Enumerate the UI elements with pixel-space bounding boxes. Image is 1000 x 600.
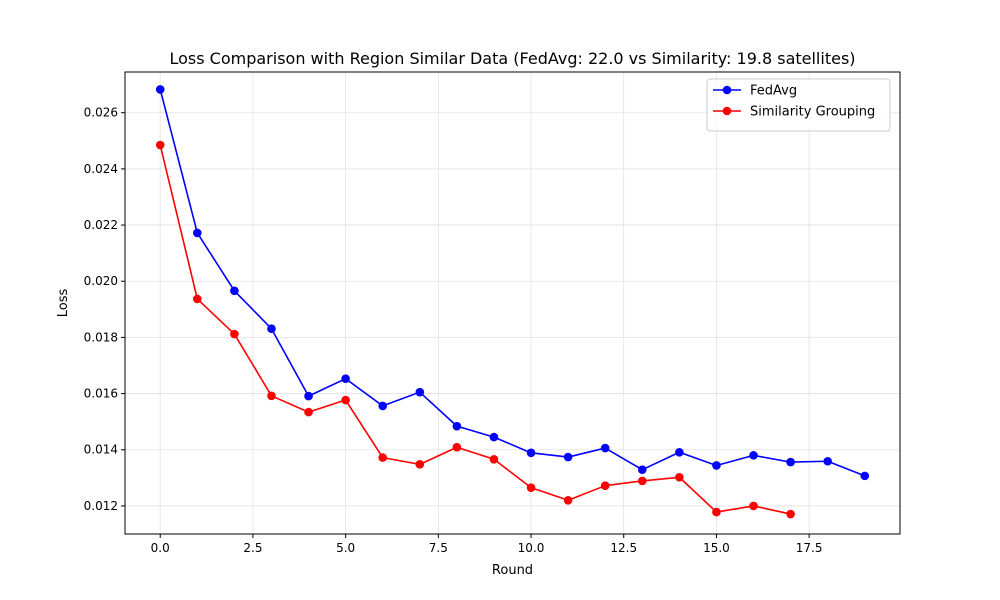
- data-point-similarity-grouping: [452, 442, 462, 452]
- legend-label-fedavg: FedAvg: [750, 84, 797, 99]
- data-point-similarity-grouping: [786, 509, 795, 519]
- data-point-fedavg: [637, 465, 647, 474]
- series-line-fedavg: [159, 89, 866, 477]
- y-tick-label: 0.012: [84, 499, 118, 513]
- data-point-similarity-grouping: [304, 407, 313, 417]
- data-point-fedavg: [155, 85, 165, 94]
- data-point-fedavg: [452, 421, 462, 431]
- data-point-similarity-grouping: [341, 395, 350, 405]
- data-point-fedavg: [526, 448, 536, 458]
- y-tick-label: 0.016: [84, 387, 118, 401]
- data-point-similarity-grouping: [489, 454, 499, 464]
- legend-label-similarity-grouping: Similarity Grouping: [750, 105, 875, 120]
- x-tick-label: 7.5: [429, 541, 448, 555]
- data-point-fedavg: [415, 387, 425, 397]
- legend-marker-fedavg: [722, 85, 732, 95]
- y-tick-label: 0.026: [84, 106, 118, 120]
- data-point-similarity-grouping: [563, 495, 573, 505]
- x-tick-label: 2.5: [243, 541, 262, 555]
- data-point-fedavg: [193, 228, 202, 238]
- data-point-fedavg: [860, 471, 870, 481]
- data-point-similarity-grouping: [675, 472, 684, 482]
- data-point-fedavg: [600, 443, 610, 453]
- data-point-similarity-grouping: [378, 453, 388, 462]
- y-tick-label: 0.018: [84, 330, 118, 344]
- legend-box: [706, 78, 891, 132]
- data-point-similarity-grouping: [712, 507, 721, 517]
- chart-title: Loss Comparison with Region Similar Data…: [169, 49, 855, 68]
- y-tick-label: 0.020: [84, 274, 118, 288]
- data-point-fedavg: [563, 452, 573, 462]
- data-point-fedavg: [712, 461, 721, 470]
- data-point-fedavg: [823, 456, 832, 466]
- data-point-similarity-grouping: [600, 481, 610, 490]
- series-fedavg: [155, 85, 870, 481]
- x-axis-label: Round: [492, 563, 533, 578]
- grid: [125, 72, 900, 534]
- data-point-similarity-grouping: [230, 329, 239, 339]
- data-point-similarity-grouping: [526, 483, 536, 492]
- ticks: 0.0 2.5 5.0 7.5 10.0 12.5 15.0 17.5 0.012 0.014 0.…: [84, 106, 823, 555]
- data-point-fedavg: [749, 451, 758, 460]
- data-point-fedavg: [675, 447, 684, 457]
- data-point-similarity-grouping: [637, 476, 647, 486]
- series-layer: [155, 85, 870, 519]
- data-point-fedavg: [304, 391, 313, 401]
- axes-frame: [124, 71, 901, 535]
- data-point-fedavg: [489, 432, 499, 442]
- x-tick-label: 10.0: [518, 541, 545, 555]
- y-axis-label: Loss: [56, 289, 71, 318]
- data-point-fedavg: [341, 374, 350, 383]
- series-similarity-grouping: [155, 140, 795, 519]
- x-tick-label: 12.5: [610, 541, 637, 555]
- y-tick-label: 0.014: [84, 443, 118, 457]
- y-tick-label: 0.022: [84, 218, 118, 232]
- data-point-similarity-grouping: [749, 501, 758, 511]
- data-point-similarity-grouping: [415, 460, 425, 469]
- data-point-similarity-grouping: [193, 294, 202, 304]
- legend-marker-similarity-grouping: [722, 106, 732, 116]
- y-tick-label: 0.024: [84, 162, 118, 176]
- legend: FedAvg Similarity Grouping: [706, 78, 891, 132]
- series-line-similarity-grouping: [159, 144, 791, 515]
- x-tick-label: 17.5: [796, 541, 823, 555]
- data-point-fedavg: [267, 324, 276, 333]
- x-tick-label: 15.0: [703, 541, 730, 555]
- data-point-similarity-grouping: [155, 140, 165, 150]
- data-point-similarity-grouping: [267, 391, 276, 401]
- data-point-fedavg: [786, 457, 795, 467]
- x-tick-label: 0.0: [151, 541, 170, 555]
- data-point-fedavg: [378, 401, 388, 411]
- data-point-fedavg: [230, 286, 239, 296]
- x-tick-label: 5.0: [336, 541, 355, 555]
